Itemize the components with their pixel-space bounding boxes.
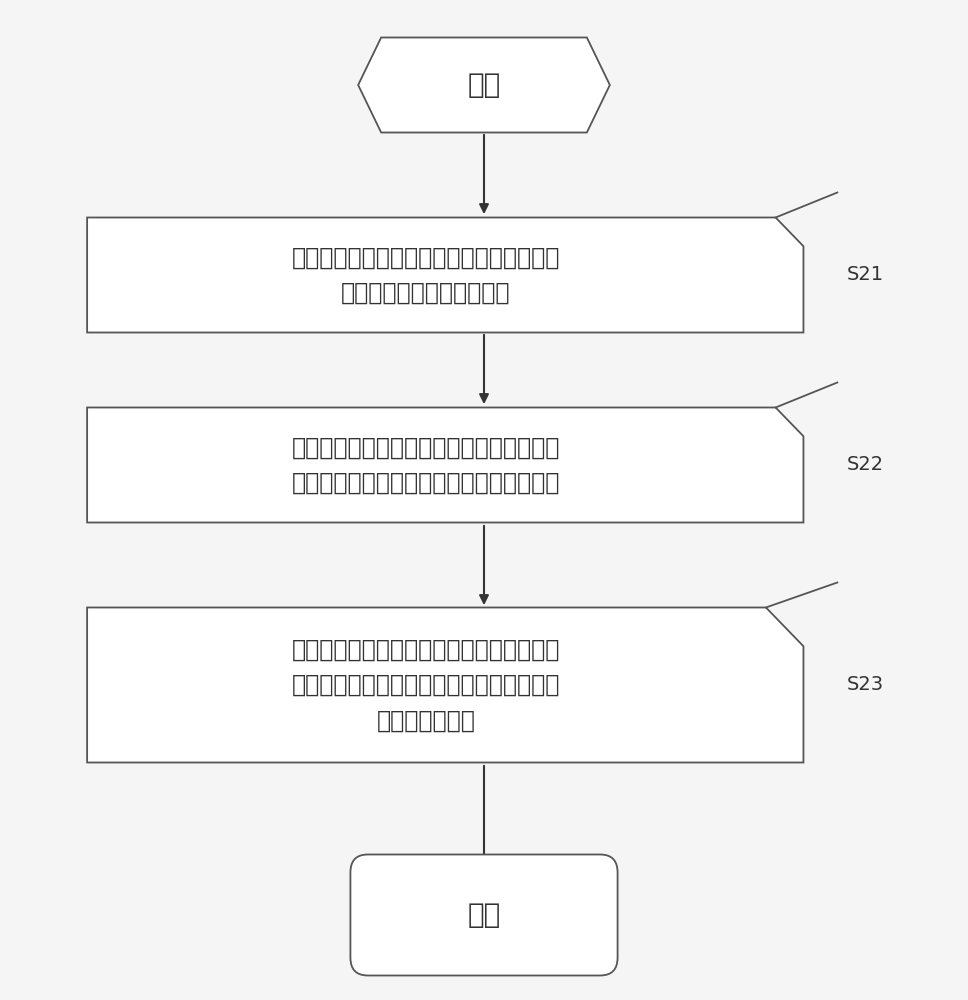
Polygon shape <box>87 218 803 332</box>
Text: 查询对照表，获得与所述前一帧图像灰阶值
和后一帧图像灰阶值对应的过激驱动灰阶值: 查询对照表，获得与所述前一帧图像灰阶值 和后一帧图像灰阶值对应的过激驱动灰阶值 <box>291 435 560 495</box>
Text: 输出所述过激驱动灰阶值到数模转换器，供
所述数模转换器将所述过激驱动灰阶值转换
成过激驱动电压: 输出所述过激驱动灰阶值到数模转换器，供 所述数模转换器将所述过激驱动灰阶值转换 … <box>291 638 560 732</box>
Text: S23: S23 <box>847 676 884 694</box>
Text: S21: S21 <box>847 265 884 284</box>
Text: 开始: 开始 <box>468 71 500 99</box>
Polygon shape <box>87 408 803 522</box>
Polygon shape <box>358 37 610 132</box>
Text: S22: S22 <box>847 456 884 475</box>
FancyBboxPatch shape <box>350 854 618 976</box>
Text: 接收所述缩放控制器发送的所述前一帧图像
灰阶值和后一帧图像灰阶值: 接收所述缩放控制器发送的所述前一帧图像 灰阶值和后一帧图像灰阶值 <box>291 245 560 305</box>
Text: 结束: 结束 <box>468 901 500 929</box>
Polygon shape <box>87 607 803 762</box>
